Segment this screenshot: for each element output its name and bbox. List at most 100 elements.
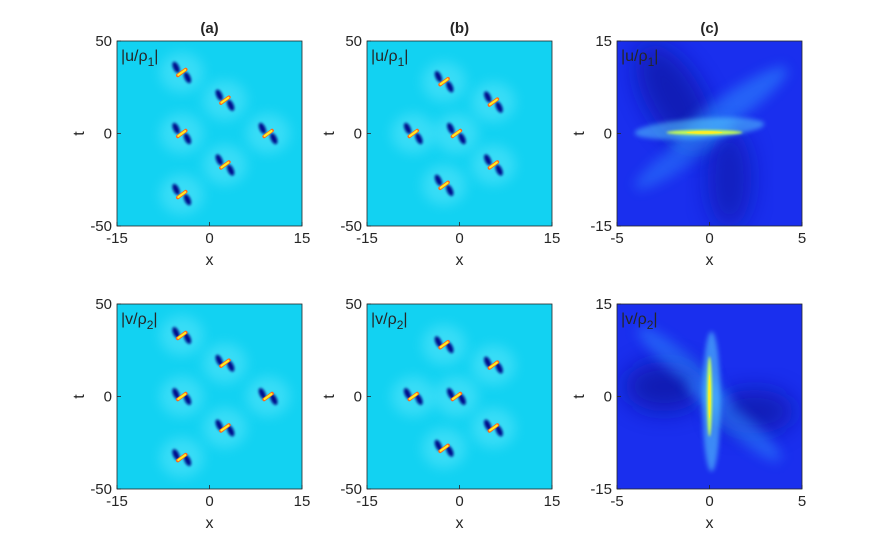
peak-dip	[446, 184, 454, 196]
peak-mark	[258, 388, 278, 405]
peak-core	[177, 393, 187, 400]
peak-dip	[226, 99, 235, 111]
panel-label: |u/ρ1|	[621, 48, 658, 69]
x-tick-label: -15	[356, 230, 378, 247]
peak-core	[488, 98, 498, 106]
x-tick-label: -15	[106, 493, 128, 510]
x-tick-label: 0	[705, 230, 713, 247]
peak-dip	[434, 71, 443, 83]
heatmap-panel	[117, 304, 302, 489]
y-tick-label: 0	[354, 126, 362, 143]
peak-mark	[434, 71, 454, 93]
x-tick-label: 0	[205, 230, 213, 247]
peak-dip	[172, 183, 180, 196]
y-axis-label: t	[71, 131, 88, 136]
peak-dip	[215, 154, 223, 166]
y-axis-label: t	[571, 131, 588, 136]
peak-core	[177, 191, 187, 199]
heatmap-panel	[617, 304, 802, 489]
column-title: (a)	[200, 20, 218, 37]
peak-dip	[434, 439, 443, 452]
x-axis-label: x	[456, 252, 464, 269]
peak-dip	[483, 419, 492, 431]
peak-dip	[183, 332, 192, 344]
y-tick-label: 0	[354, 389, 362, 406]
peak-dip	[458, 393, 466, 405]
peak-mark	[172, 449, 192, 466]
column-title: (c)	[700, 20, 718, 37]
y-tick-label: 0	[104, 389, 112, 406]
peak-dip	[226, 164, 235, 176]
x-tick-label: 0	[455, 230, 463, 247]
peak-mark	[484, 154, 503, 176]
peak-mark	[258, 122, 278, 145]
peak-mark	[483, 356, 503, 374]
y-tick-label: 0	[104, 126, 112, 143]
peak-dip	[484, 154, 492, 166]
y-tick-label: -15	[590, 481, 612, 498]
peak-dip	[226, 425, 235, 437]
x-tick-label: 0	[705, 493, 713, 510]
peak-core	[220, 161, 230, 169]
peak-core	[177, 331, 187, 339]
peak-dip	[446, 341, 454, 354]
y-tick-label: -50	[340, 218, 362, 235]
peak-dip	[483, 356, 492, 368]
peak-dip	[183, 132, 192, 145]
peak-core	[177, 130, 187, 137]
peak-dip	[226, 360, 235, 372]
peak-dip	[446, 445, 454, 457]
peak-mark	[403, 122, 423, 145]
peak-mark	[447, 122, 466, 145]
panel-label: |u/ρ1|	[121, 48, 158, 69]
x-tick-label: -15	[356, 493, 378, 510]
peak-mark	[484, 91, 503, 113]
x-tick-label: 0	[205, 493, 213, 510]
y-tick-label: 0	[604, 126, 612, 143]
x-axis-label: x	[206, 515, 214, 532]
x-tick-label: -15	[106, 230, 128, 247]
peak-core	[408, 393, 418, 400]
peak-mark	[434, 439, 454, 457]
peak-core	[408, 130, 418, 137]
peak-dip	[183, 393, 192, 405]
peak-core	[488, 361, 498, 369]
peak-core	[177, 68, 187, 76]
peak-core	[220, 96, 230, 104]
peak-dip	[446, 388, 455, 400]
peak-dip	[172, 122, 180, 135]
peak-dip	[495, 164, 503, 176]
panel-label: |v/ρ2|	[371, 311, 408, 332]
heatmap-panel	[367, 304, 552, 489]
heatmap-panel	[367, 41, 552, 226]
peak-mark	[483, 419, 503, 437]
y-tick-label: 15	[595, 296, 612, 313]
peak-dip	[270, 132, 278, 145]
heatmap-panel	[117, 41, 302, 226]
x-tick-label: -5	[610, 493, 623, 510]
dark-lobe	[707, 128, 752, 226]
peak-core	[439, 444, 449, 452]
peak-dip	[403, 122, 412, 135]
peak-core	[177, 454, 187, 462]
x-tick-label: 5	[798, 230, 806, 247]
x-axis-label: x	[206, 252, 214, 269]
y-tick-label: -50	[90, 481, 112, 498]
peak-dip	[484, 91, 492, 103]
peak-mark	[215, 154, 235, 176]
y-tick-label: 50	[95, 296, 112, 313]
x-tick-label: -5	[610, 230, 623, 247]
peak-dip	[172, 327, 180, 339]
peak-dip	[434, 336, 443, 348]
peak-dip	[415, 132, 423, 145]
y-tick-label: 0	[604, 389, 612, 406]
peak-dip	[495, 362, 503, 374]
x-axis-label: x	[456, 515, 464, 532]
peak-core	[708, 374, 711, 419]
peak-mark	[172, 183, 192, 206]
peak-dip	[172, 61, 180, 73]
peak-mark	[434, 174, 454, 196]
y-tick-label: -50	[340, 481, 362, 498]
peak-dip	[495, 425, 503, 437]
